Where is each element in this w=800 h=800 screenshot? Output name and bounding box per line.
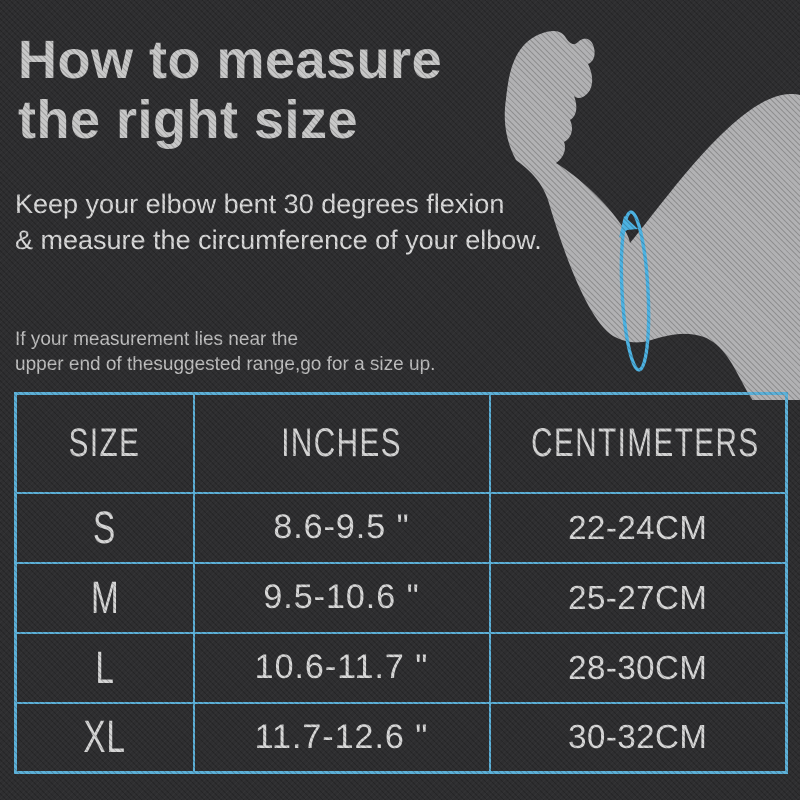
cell-size: XL bbox=[14, 701, 195, 774]
size-chart-table: SIZE INCHES CENTIMETERS S 8.6-9.5 " 22-2… bbox=[14, 392, 788, 774]
cell-inches: 11.7-12.6 " bbox=[192, 701, 491, 774]
table-row-s: S 8.6-9.5 " 22-24CM bbox=[14, 491, 788, 564]
measuring-loop bbox=[619, 210, 651, 372]
measuring-loop-arrowhead bbox=[619, 216, 638, 238]
cell-centimeters: 25-27CM bbox=[488, 561, 788, 634]
measure-instruction: Keep your elbow bent 30 degrees flexion … bbox=[15, 186, 542, 258]
size-up-note-line1: If your measurement lies near the bbox=[15, 329, 299, 350]
cell-inches: 9.5-10.6 " bbox=[192, 561, 491, 634]
table-row-l: L 10.6-11.7 " 28-30CM bbox=[14, 631, 788, 704]
table-header-row: SIZE INCHES CENTIMETERS bbox=[14, 392, 788, 494]
bent-arm-illustration bbox=[504, 30, 800, 400]
measure-instruction-line2: & measure the circumference of your elbo… bbox=[15, 225, 542, 255]
size-up-note-line2: upper end of thesuggested range,go for a… bbox=[15, 354, 436, 375]
cell-inches: 10.6-11.7 " bbox=[192, 631, 491, 704]
cell-inches: 8.6-9.5 " bbox=[192, 491, 491, 564]
cell-size: S bbox=[14, 491, 195, 564]
cell-centimeters: 22-24CM bbox=[488, 491, 788, 564]
arm-silhouette bbox=[504, 30, 800, 400]
table-row-xl: XL 11.7-12.6 " 30-32CM bbox=[14, 701, 788, 774]
page-title-line2: the right size bbox=[18, 90, 359, 150]
table-row-m: M 9.5-10.6 " 25-27CM bbox=[14, 561, 788, 634]
cell-size: M bbox=[14, 561, 195, 634]
header-centimeters: CENTIMETERS bbox=[488, 392, 788, 494]
header-inches: INCHES bbox=[192, 392, 491, 494]
cell-size: L bbox=[14, 631, 195, 704]
cell-centimeters: 28-30CM bbox=[488, 631, 788, 704]
measure-instruction-line1: Keep your elbow bent 30 degrees flexion bbox=[15, 189, 505, 219]
cell-centimeters: 30-32CM bbox=[488, 701, 788, 774]
page-title: How to measure the right size bbox=[18, 30, 442, 150]
size-up-note: If your measurement lies near the upper … bbox=[15, 327, 435, 377]
page-title-line1: How to measure bbox=[18, 30, 443, 90]
header-size: SIZE bbox=[14, 392, 195, 494]
